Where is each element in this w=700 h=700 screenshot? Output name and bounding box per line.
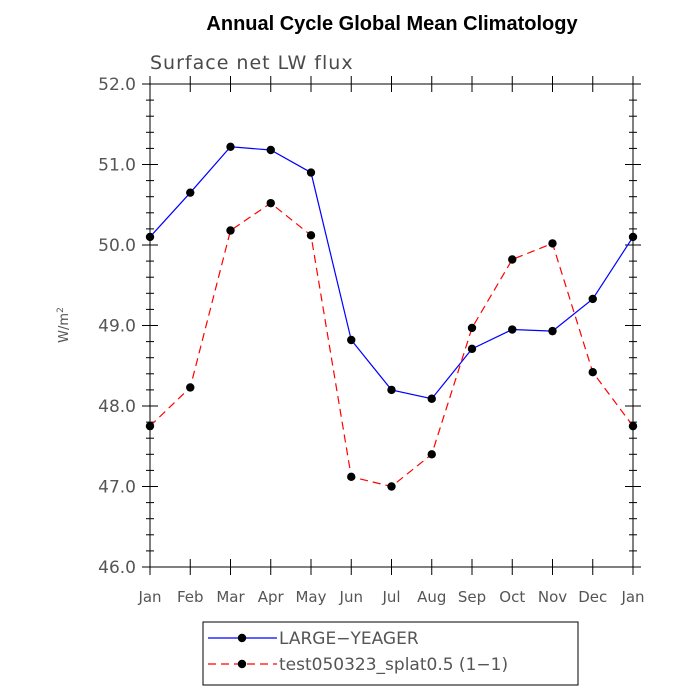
x-tick-label: Oct: [499, 588, 525, 606]
x-tick-label: Dec: [578, 588, 607, 606]
series-layer: [145, 142, 638, 491]
chart-subtitle: Surface net LW flux: [150, 52, 354, 74]
chart-title: Annual Cycle Global Mean Climatology: [206, 13, 578, 35]
y-axis-label-superscript: 2: [56, 307, 66, 313]
x-tick-label: Nov: [538, 588, 567, 606]
y-axis-tick-labels: 46.0 47.0 48.0 49.0 50.0 51.0 52.0: [98, 75, 136, 578]
legend-marker: [237, 659, 247, 669]
x-tick-label: Jun: [339, 588, 363, 606]
series-point: [266, 145, 275, 155]
series-point: [145, 421, 155, 431]
x-tick-label: Apr: [258, 588, 285, 606]
y-tick-label: 50.0: [98, 236, 136, 256]
series-point: [467, 344, 477, 354]
x-tick-label: Jul: [381, 588, 400, 606]
legend-box: [202, 621, 579, 686]
x-tick-label: Mar: [216, 588, 245, 606]
series-point: [548, 326, 557, 336]
series-line: [149, 202, 634, 488]
x-tick-label: Jan: [137, 588, 161, 606]
series-2: [145, 198, 638, 491]
x-tick-label: May: [295, 588, 326, 606]
series-point: [306, 168, 316, 177]
series-point: [387, 385, 396, 395]
legend-label: test050323_splat0.5 (1−1): [279, 655, 508, 675]
series-point: [588, 367, 597, 377]
y-tick-label: 46.0: [98, 558, 136, 578]
series-point: [347, 335, 356, 345]
legend: LARGE−YEAGER test050323_splat0.5 (1−1): [202, 621, 579, 686]
series-point: [186, 383, 195, 392]
series-point: [387, 482, 396, 491]
y-tick-label: 52.0: [98, 75, 136, 95]
legend-marker: [237, 633, 247, 643]
legend-entries: LARGE−YEAGER test050323_splat0.5 (1−1): [208, 629, 508, 675]
series-point: [548, 239, 557, 248]
series-point: [628, 421, 638, 431]
series-point: [145, 232, 155, 242]
series-point: [628, 232, 638, 242]
series-point: [226, 142, 235, 151]
y-axis-label-text: W/m: [57, 313, 72, 343]
series-point: [186, 188, 195, 197]
series-point: [467, 323, 477, 333]
x-tick-label: Aug: [417, 588, 446, 606]
series-1: [145, 142, 638, 403]
y-axis-label: W/m2: [56, 307, 72, 343]
y-tick-label: 51.0: [98, 156, 136, 176]
series-line: [149, 146, 634, 400]
series-point: [427, 450, 436, 459]
y-tick-label: 49.0: [98, 317, 136, 337]
legend-label: LARGE−YEAGER: [279, 629, 419, 649]
series-point: [508, 255, 517, 264]
series-point: [347, 472, 356, 482]
x-tick-label: Feb: [177, 588, 204, 606]
y-tick-label: 48.0: [98, 397, 136, 417]
series-point: [306, 231, 316, 240]
y-tick-label: 47.0: [98, 478, 136, 498]
x-axis-tick-labels: Jan Feb Mar Apr May Jun Jul Aug Sep Oct Nov Dec Jan: [137, 588, 644, 606]
series-point: [226, 226, 235, 235]
series-point: [588, 294, 597, 304]
x-tick-label: Sep: [458, 588, 486, 606]
axis-ticks: [142, 76, 641, 575]
series-point: [508, 325, 517, 334]
series-point: [427, 394, 436, 403]
x-tick-label: Jan: [620, 588, 644, 606]
series-point: [266, 198, 275, 208]
